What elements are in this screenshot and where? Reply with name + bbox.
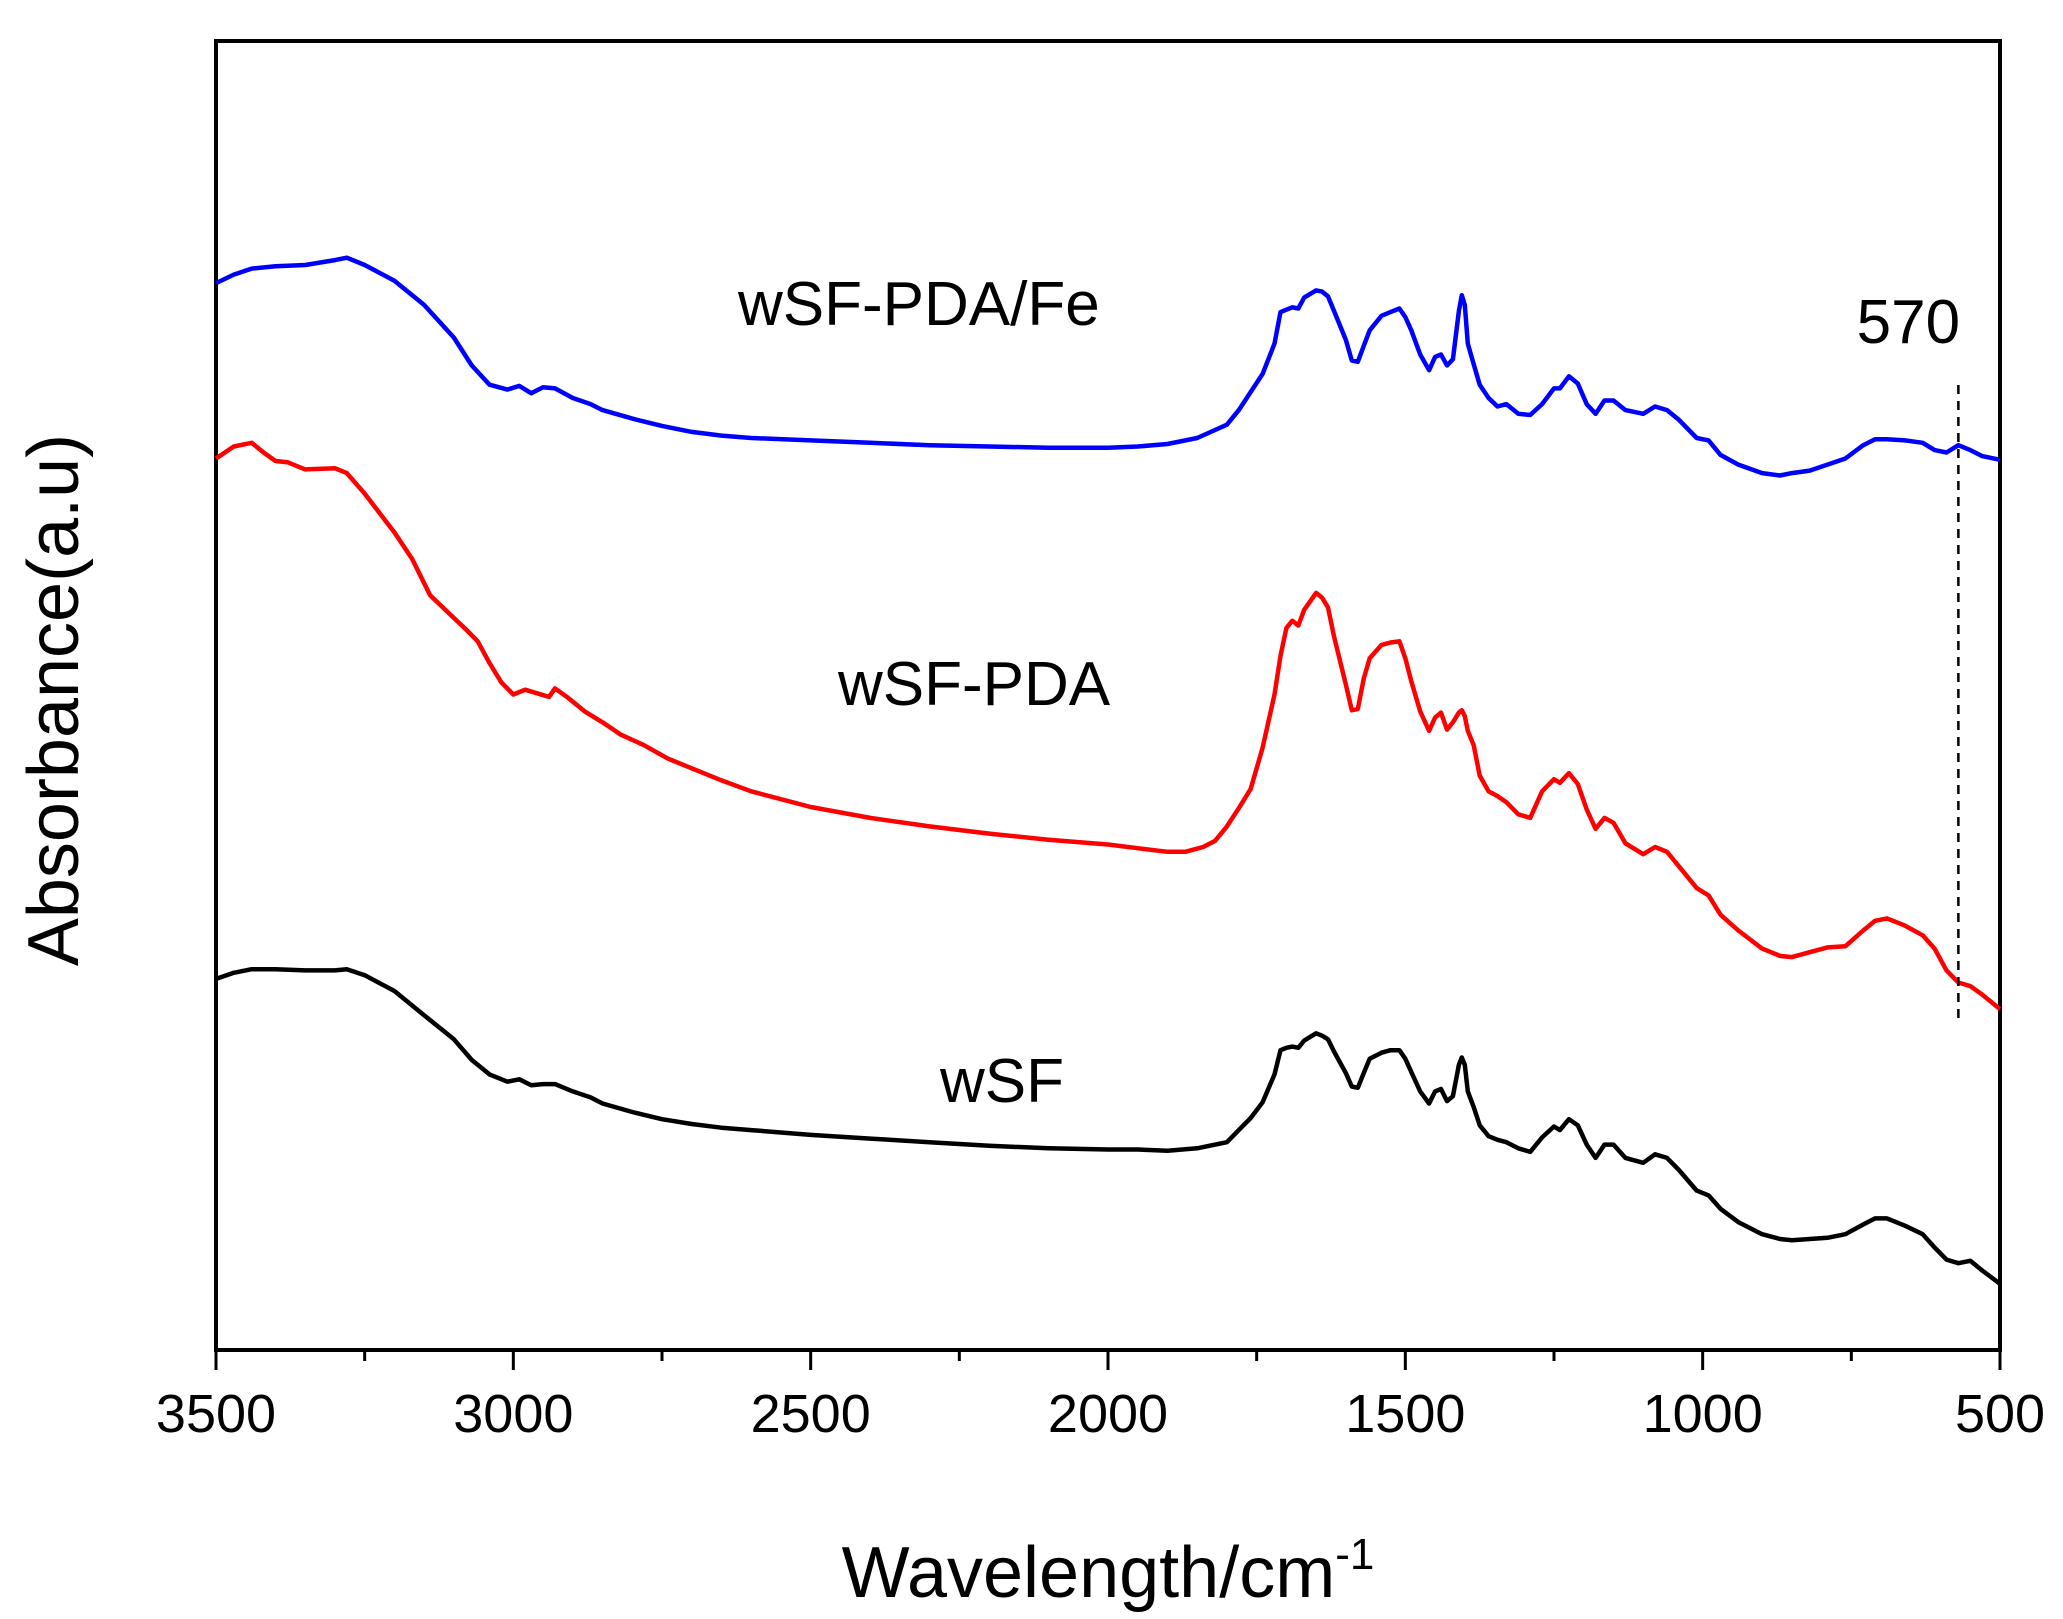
series-label-wsf: wSF — [939, 1047, 1064, 1116]
series-line-wsf-pda — [214, 440, 2002, 1011]
series-line-wsf-pda-fe — [215, 255, 2001, 478]
x-tick-label: 2500 — [751, 1384, 871, 1444]
x-axis-title-superscript: -1 — [1335, 1530, 1374, 1579]
x-tick-label: 3000 — [453, 1384, 573, 1444]
x-tick-label: 2000 — [1048, 1384, 1168, 1444]
series-line-wsf — [215, 966, 2002, 1286]
x-tick-label: 1000 — [1643, 1384, 1763, 1444]
y-axis-title: Absorbance(a.u) — [14, 434, 94, 966]
series-lines — [214, 255, 2002, 1286]
series-label-wsf-pda-fe: wSF-PDA/Fe — [737, 270, 1100, 339]
x-tick-label: 3500 — [156, 1384, 276, 1444]
x-tick-label: 1500 — [1345, 1384, 1465, 1444]
annotation-570-label: 570 — [1857, 288, 1960, 357]
x-axis-title: Wavelength/cm-1 — [842, 1530, 1375, 1613]
x-tick-label: 500 — [1955, 1384, 2045, 1444]
x-axis-title-text: Wavelength/cm — [842, 1533, 1336, 1613]
series-label-wsf-pda: wSF-PDA — [837, 650, 1111, 719]
x-axis-ticks: 3500 3000 2500 2000 1500 1000 500 — [156, 1350, 2045, 1444]
